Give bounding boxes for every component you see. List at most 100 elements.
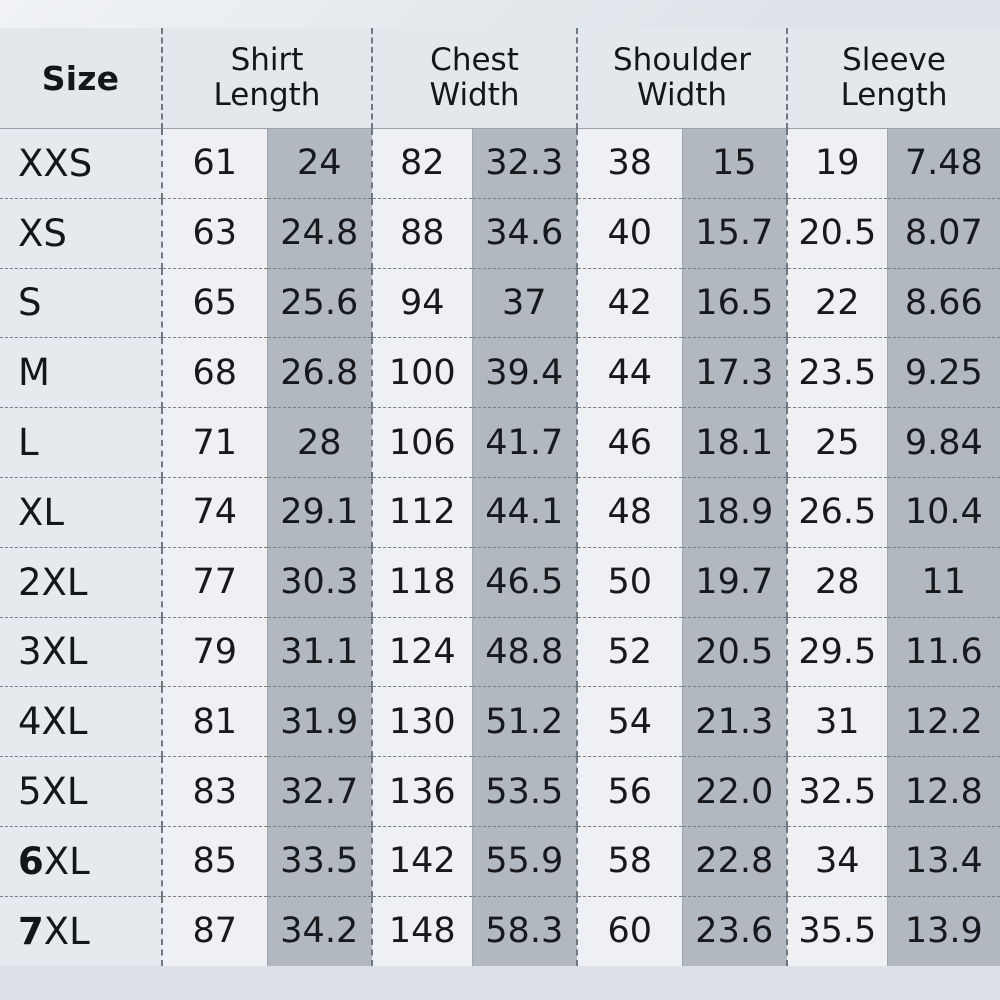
cell-chest-width-inch: 48.8 xyxy=(471,617,578,688)
size-label: XS xyxy=(0,198,162,269)
table-row: 7XL 87 34.2 148 58.3 60 23.6 35.5 13.9 xyxy=(0,896,1000,967)
cell-shoulder-width-inch: 18.1 xyxy=(681,407,788,478)
cell-sleeve-length-cm: 34 xyxy=(786,826,888,897)
cell-shoulder-width-cm: 46 xyxy=(576,407,683,478)
cell-sleeve-length-inch: 8.66 xyxy=(886,268,1000,339)
size-label: XXS xyxy=(0,128,162,199)
cell-shirt-length-cm: 71 xyxy=(161,407,267,478)
table-row: XL 74 29.1 112 44.1 48 18.9 26.5 10.4 xyxy=(0,477,1000,548)
cell-sleeve-length-cm: 28 xyxy=(786,547,888,618)
cell-shirt-length-cm: 61 xyxy=(161,128,267,199)
cell-sleeve-length-inch: 9.25 xyxy=(886,337,1000,409)
cell-chest-width-cm: 100 xyxy=(371,337,472,409)
table-row: L 71 28 106 41.7 46 18.1 25 9.84 xyxy=(0,407,1000,478)
size-label: 6XL xyxy=(0,826,162,897)
cell-sleeve-length-cm: 22 xyxy=(786,268,888,339)
cell-chest-width-cm: 130 xyxy=(371,686,472,758)
cell-chest-width-inch: 44.1 xyxy=(471,477,578,548)
cell-sleeve-length-inch: 13.9 xyxy=(886,896,1000,967)
cell-sleeve-length-inch: 8.07 xyxy=(886,198,1000,269)
table-row: XXS 61 24 82 32.3 38 15 19 7.48 xyxy=(0,128,1000,199)
table-row: S 65 25.6 94 37 42 16.5 22 8.66 xyxy=(0,268,1000,339)
cell-sleeve-length-inch: 11.6 xyxy=(886,617,1000,688)
cell-shirt-length-cm: 87 xyxy=(161,896,267,967)
cell-sleeve-length-cm: 35.5 xyxy=(786,896,888,967)
cell-chest-width-cm: 142 xyxy=(371,826,472,897)
size-label: S xyxy=(0,268,162,339)
table-body: XXS 61 24 82 32.3 38 15 19 7.48 XS 63 24.8 88 34.6 40 1… xyxy=(0,128,1000,967)
cell-sleeve-length-inch: 9.84 xyxy=(886,407,1000,478)
cell-shirt-length-inch: 34.2 xyxy=(266,896,372,967)
header-group-shirt-length: Shirt Length xyxy=(161,28,372,129)
cell-shirt-length-inch: 28 xyxy=(266,407,372,478)
cell-shirt-length-inch: 31.9 xyxy=(266,686,372,758)
table-row: 2XL 77 30.3 118 46.5 50 19.7 28 11 xyxy=(0,547,1000,618)
cell-chest-width-inch: 37 xyxy=(471,268,578,339)
cell-shirt-length-cm: 85 xyxy=(161,826,267,897)
cell-sleeve-length-cm: 23.5 xyxy=(786,337,888,409)
cell-shirt-length-inch: 29.1 xyxy=(266,477,372,548)
cell-shoulder-width-cm: 48 xyxy=(576,477,683,548)
cell-chest-width-cm: 82 xyxy=(371,128,472,199)
table-row: M 68 26.8 100 39.4 44 17.3 23.5 9.25 xyxy=(0,337,1000,409)
cell-shirt-length-inch: 24 xyxy=(266,128,372,199)
cell-shoulder-width-inch: 19.7 xyxy=(681,547,788,618)
header-group-sleeve-length-line1: Sleeve xyxy=(842,41,946,78)
header-group-shirt-length-line1: Shirt xyxy=(230,41,304,78)
cell-sleeve-length-inch: 7.48 xyxy=(886,128,1000,199)
cell-shoulder-width-inch: 17.3 xyxy=(681,337,788,409)
table-row: 4XL 81 31.9 130 51.2 54 21.3 31 12.2 xyxy=(0,686,1000,758)
cell-shoulder-width-inch: 21.3 xyxy=(681,686,788,758)
header-group-shoulder-width-line2: Width xyxy=(636,77,728,113)
cell-shoulder-width-cm: 54 xyxy=(576,686,683,758)
table-row: 3XL 79 31.1 124 48.8 52 20.5 29.5 11.6 xyxy=(0,617,1000,688)
table-header: Size Shirt Length Chest Width Shoulder W… xyxy=(0,28,1000,129)
header-group-shoulder-width: Shoulder Width xyxy=(576,28,788,129)
cell-shoulder-width-inch: 23.6 xyxy=(681,896,788,967)
cell-shoulder-width-inch: 15 xyxy=(681,128,788,199)
cell-shirt-length-cm: 65 xyxy=(161,268,267,339)
cell-sleeve-length-cm: 29.5 xyxy=(786,617,888,688)
cell-shoulder-width-cm: 38 xyxy=(576,128,683,199)
cell-sleeve-length-cm: 25 xyxy=(786,407,888,478)
header-row: Size Shirt Length Chest Width Shoulder W… xyxy=(0,28,1000,129)
cell-sleeve-length-cm: 19 xyxy=(786,128,888,199)
cell-sleeve-length-cm: 20.5 xyxy=(786,198,888,269)
cell-shirt-length-cm: 81 xyxy=(161,686,267,758)
cell-shoulder-width-inch: 16.5 xyxy=(681,268,788,339)
cell-shoulder-width-inch: 22.0 xyxy=(681,756,788,827)
size-label: L xyxy=(0,407,162,478)
cell-sleeve-length-cm: 26.5 xyxy=(786,477,888,548)
cell-shirt-length-inch: 32.7 xyxy=(266,756,372,827)
cell-shoulder-width-inch: 18.9 xyxy=(681,477,788,548)
cell-chest-width-inch: 32.3 xyxy=(471,128,578,199)
cell-chest-width-cm: 112 xyxy=(371,477,472,548)
size-label: 2XL xyxy=(0,547,162,618)
cell-shirt-length-inch: 30.3 xyxy=(266,547,372,618)
header-group-sleeve-length: Sleeve Length xyxy=(786,28,1000,129)
header-group-chest-width-line1: Chest xyxy=(430,41,519,78)
header-size: Size xyxy=(0,28,162,129)
cell-sleeve-length-inch: 13.4 xyxy=(886,826,1000,897)
size-label: XL xyxy=(0,477,162,548)
cell-sleeve-length-inch: 11 xyxy=(886,547,1000,618)
cell-chest-width-inch: 58.3 xyxy=(471,896,578,967)
cell-shirt-length-inch: 25.6 xyxy=(266,268,372,339)
cell-shirt-length-cm: 83 xyxy=(161,756,267,827)
cell-chest-width-inch: 39.4 xyxy=(471,337,578,409)
cell-sleeve-length-cm: 32.5 xyxy=(786,756,888,827)
cell-chest-width-cm: 118 xyxy=(371,547,472,618)
cell-shirt-length-cm: 79 xyxy=(161,617,267,688)
cell-chest-width-inch: 51.2 xyxy=(471,686,578,758)
cell-sleeve-length-inch: 12.2 xyxy=(886,686,1000,758)
cell-chest-width-inch: 55.9 xyxy=(471,826,578,897)
cell-shoulder-width-cm: 58 xyxy=(576,826,683,897)
size-label: 4XL xyxy=(0,686,162,758)
cell-shoulder-width-cm: 60 xyxy=(576,896,683,967)
header-group-chest-width-line2: Width xyxy=(429,77,520,113)
cell-shoulder-width-inch: 15.7 xyxy=(681,198,788,269)
cell-shirt-length-cm: 68 xyxy=(161,337,267,409)
cell-shoulder-width-cm: 44 xyxy=(576,337,683,409)
cell-shoulder-width-cm: 40 xyxy=(576,198,683,269)
